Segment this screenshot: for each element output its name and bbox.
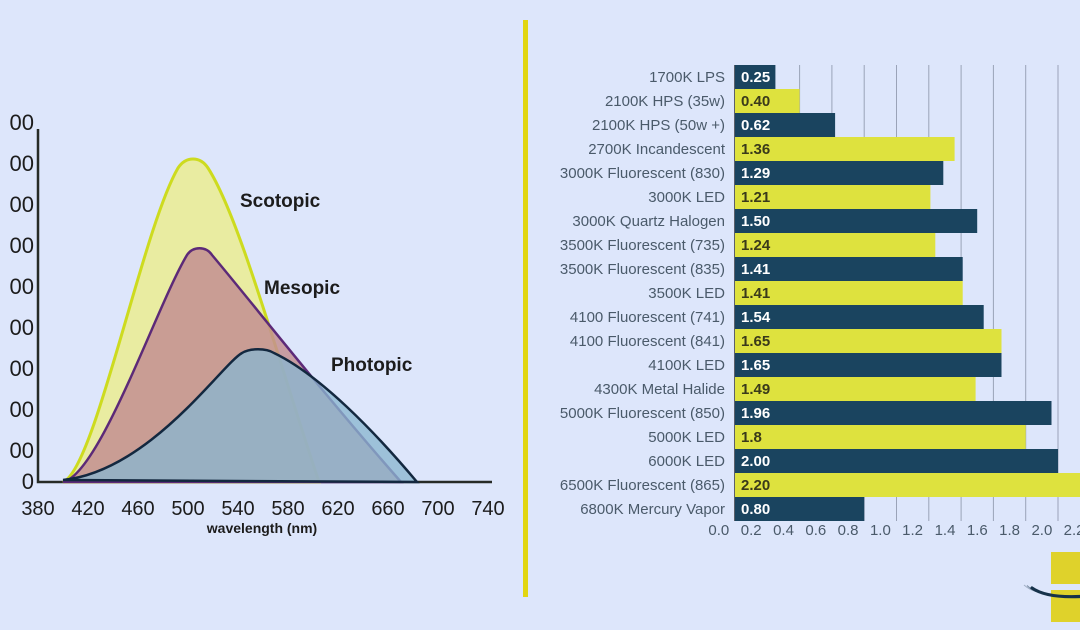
svg-text:1.2: 1.2 <box>902 522 923 539</box>
svg-text:3000K LED: 3000K LED <box>648 189 725 206</box>
svg-text:1.29: 1.29 <box>741 165 770 182</box>
svg-text:1.8: 1.8 <box>741 429 762 446</box>
svg-text:0.8: 0.8 <box>838 522 859 539</box>
svg-text:540: 540 <box>221 498 254 520</box>
svg-text:2100K HPS (35w): 2100K HPS (35w) <box>605 93 725 110</box>
svg-text:1.0: 1.0 <box>870 522 891 539</box>
svg-text:0.62: 0.62 <box>741 117 770 134</box>
svg-text:0.2: 0.2 <box>741 522 762 539</box>
svg-text:740: 740 <box>471 498 504 520</box>
svg-text:00: 00 <box>10 356 34 381</box>
svg-text:3500K Fluorescent (735): 3500K Fluorescent (735) <box>560 237 725 254</box>
svg-text:00: 00 <box>10 274 34 299</box>
svg-text:00: 00 <box>10 151 34 176</box>
svg-text:0.40: 0.40 <box>741 93 770 110</box>
svg-text:660: 660 <box>371 498 404 520</box>
svg-text:2.0: 2.0 <box>1031 522 1052 539</box>
svg-text:500: 500 <box>171 498 204 520</box>
svg-text:1.21: 1.21 <box>741 189 770 206</box>
svg-text:2100K HPS (50w +): 2100K HPS (50w +) <box>592 117 725 134</box>
svg-text:1.4: 1.4 <box>935 522 956 539</box>
svg-text:3500K Fluorescent (835): 3500K Fluorescent (835) <box>560 261 725 278</box>
svg-text:4300K Metal Halide: 4300K Metal Halide <box>594 381 725 398</box>
svg-text:1.65: 1.65 <box>741 333 770 350</box>
svg-text:2700K Incandescent: 2700K Incandescent <box>588 141 726 158</box>
svg-text:1.96: 1.96 <box>741 405 770 422</box>
svg-text:00: 00 <box>10 397 34 422</box>
svg-text:1.36: 1.36 <box>741 141 770 158</box>
svg-text:5000K Fluorescent (850): 5000K Fluorescent (850) <box>560 405 725 422</box>
svg-text:1.65: 1.65 <box>741 357 770 374</box>
svg-text:00: 00 <box>10 233 34 258</box>
svg-text:5000K LED: 5000K LED <box>648 429 725 446</box>
svg-text:6800K Mercury Vapor: 6800K Mercury Vapor <box>580 501 725 518</box>
svg-text:00: 00 <box>10 315 34 340</box>
svg-text:4100 Fluorescent (841): 4100 Fluorescent (841) <box>570 333 725 350</box>
svg-text:580: 580 <box>271 498 304 520</box>
svg-text:0: 0 <box>22 469 34 494</box>
svg-text:2.20: 2.20 <box>741 477 770 494</box>
svg-text:00: 00 <box>10 192 34 217</box>
svg-text:0.25: 0.25 <box>741 69 770 86</box>
svg-text:00: 00 <box>10 110 34 135</box>
svg-text:6500K Fluorescent (865): 6500K Fluorescent (865) <box>560 477 725 494</box>
svg-text:wavelength (nm): wavelength (nm) <box>206 520 317 536</box>
svg-text:0.0: 0.0 <box>708 522 729 539</box>
svg-text:0.80: 0.80 <box>741 501 770 518</box>
svg-text:Mesopic: Mesopic <box>264 278 340 299</box>
svg-text:2.00: 2.00 <box>741 453 770 470</box>
svg-text:2.2: 2.2 <box>1064 522 1080 539</box>
svg-text:0.4: 0.4 <box>773 522 794 539</box>
svg-text:1.6: 1.6 <box>967 522 988 539</box>
svg-text:6000K LED: 6000K LED <box>648 453 725 470</box>
svg-text:1.54: 1.54 <box>741 309 771 326</box>
svg-text:1.50: 1.50 <box>741 213 770 230</box>
svg-text:4100K LED: 4100K LED <box>648 357 725 374</box>
svg-text:420: 420 <box>71 498 104 520</box>
svg-text:460: 460 <box>121 498 154 520</box>
svg-text:1.8: 1.8 <box>999 522 1020 539</box>
svg-text:0.6: 0.6 <box>805 522 826 539</box>
svg-text:1.41: 1.41 <box>741 285 770 302</box>
svg-text:1.41: 1.41 <box>741 261 770 278</box>
svg-text:3000K Fluorescent (830): 3000K Fluorescent (830) <box>560 165 725 182</box>
svg-text:4100 Fluorescent (741): 4100 Fluorescent (741) <box>570 309 725 326</box>
svg-text:1700K LPS: 1700K LPS <box>649 69 725 86</box>
svg-text:3500K LED: 3500K LED <box>648 285 725 302</box>
svg-text:1.49: 1.49 <box>741 381 770 398</box>
svg-text:00: 00 <box>10 438 34 463</box>
svg-text:3000K Quartz Halogen: 3000K Quartz Halogen <box>572 213 725 230</box>
svg-text:Photopic: Photopic <box>331 355 413 376</box>
svg-text:Scotopic: Scotopic <box>240 191 321 212</box>
svg-text:1.24: 1.24 <box>741 237 771 254</box>
svg-text:700: 700 <box>421 498 454 520</box>
svg-text:620: 620 <box>321 498 354 520</box>
svg-text:380: 380 <box>21 498 54 520</box>
